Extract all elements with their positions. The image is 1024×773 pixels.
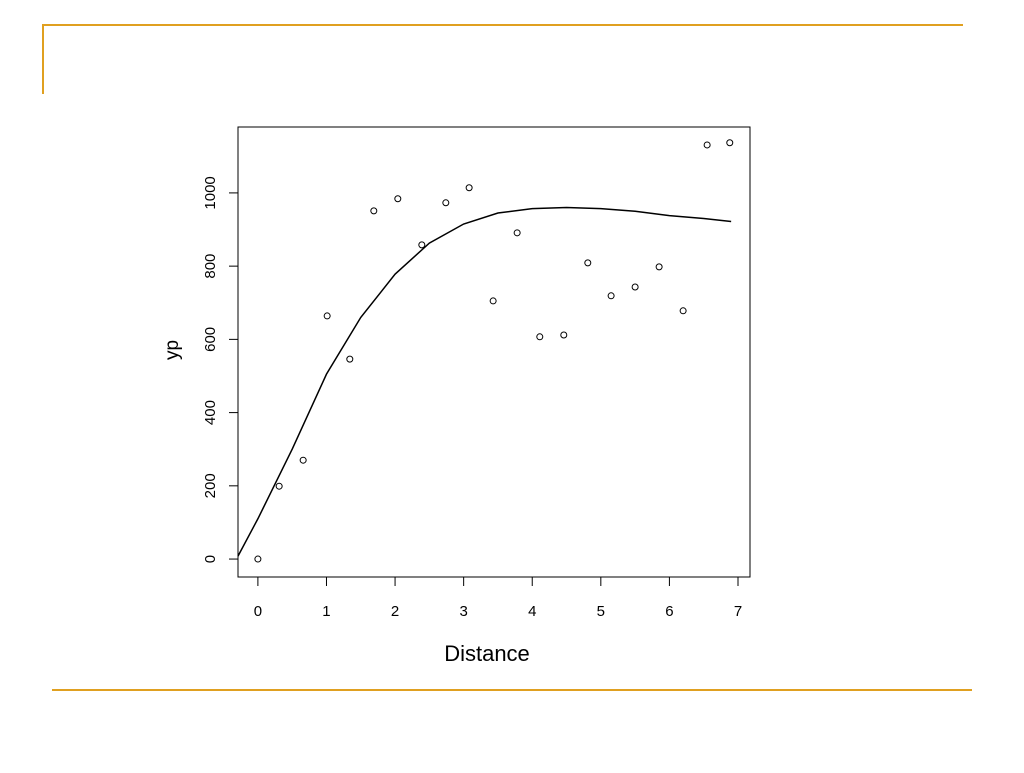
point <box>254 555 262 563</box>
point <box>607 292 615 300</box>
x-tick-label: 5 <box>597 603 605 620</box>
x-tick-label: 1 <box>322 603 330 620</box>
point <box>465 184 473 192</box>
x-tick-label: 4 <box>528 603 536 620</box>
fit-line <box>237 206 732 557</box>
point <box>726 139 734 147</box>
point <box>703 141 711 149</box>
y-tick-label: 600 <box>202 327 219 352</box>
point <box>584 259 592 267</box>
point <box>275 482 283 490</box>
y-tick-label: 400 <box>202 400 219 425</box>
x-tick-label: 7 <box>734 603 742 620</box>
point <box>489 297 497 305</box>
point <box>418 241 426 249</box>
point <box>513 229 521 237</box>
plot-frame <box>237 126 751 578</box>
point <box>679 307 687 315</box>
y-axis-title: yp <box>162 340 183 360</box>
point <box>536 333 544 341</box>
point <box>323 312 331 320</box>
y-tick-label: 200 <box>202 473 219 498</box>
x-tick-label: 3 <box>459 603 467 620</box>
y-tick-label: 0 <box>202 555 219 563</box>
point <box>560 331 568 339</box>
point <box>631 283 639 291</box>
point <box>299 456 307 464</box>
x-tick-label: 0 <box>254 603 262 620</box>
point <box>346 355 354 363</box>
x-axis-title: Distance <box>444 641 530 666</box>
y-tick-label: 800 <box>202 254 219 279</box>
point <box>655 263 663 271</box>
point <box>370 207 378 215</box>
point <box>442 199 450 207</box>
x-tick-label: 6 <box>665 603 673 620</box>
y-tick-label: 1000 <box>202 176 219 209</box>
x-tick-label: 2 <box>391 603 399 620</box>
point <box>394 195 402 203</box>
